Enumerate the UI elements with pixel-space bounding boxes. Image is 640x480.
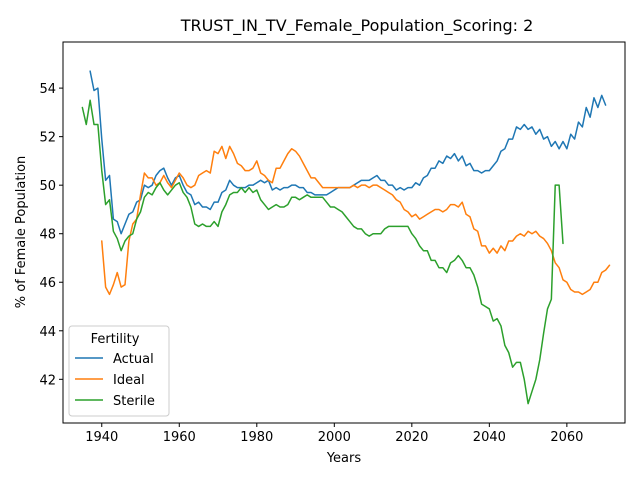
y-tick-label: 54 [39,82,56,97]
legend-label-actual: Actual [113,352,154,367]
y-tick-label: 48 [39,228,56,243]
plot-lines [81,70,611,405]
legend-title: Fertility [91,332,140,347]
chart-title: TRUST_IN_TV_Female_Population_Scoring: 2 [180,16,534,36]
x-tick-label: 2040 [473,430,506,445]
legend: Fertility Actual Ideal Sterile [68,325,170,417]
series-line-actual [89,70,607,235]
y-tick-label: 46 [39,276,56,291]
series-line-sterile [81,99,564,405]
x-tick-label: 2060 [550,430,583,445]
y-tick-label: 44 [39,325,56,340]
legend-label-sterile: Sterile [113,394,155,409]
y-tick-label: 42 [39,373,56,388]
series-line-ideal [101,145,611,296]
x-axis: 1940 1960 1980 2000 2020 2040 2060 [85,423,583,445]
y-axis: 42 44 46 48 50 52 54 [39,82,63,388]
x-tick-label: 1980 [240,430,273,445]
x-tick-label: 1960 [163,430,196,445]
x-tick-label: 2000 [318,430,351,445]
plot-frame [62,41,626,424]
x-axis-label: Years [326,451,362,466]
y-tick-label: 50 [39,179,56,194]
legend-label-ideal: Ideal [113,373,145,388]
y-axis-label: % of Female Population [14,156,29,309]
y-tick-label: 52 [39,131,56,146]
x-tick-label: 1940 [85,430,118,445]
x-tick-label: 2020 [395,430,428,445]
legend-box [68,325,170,417]
